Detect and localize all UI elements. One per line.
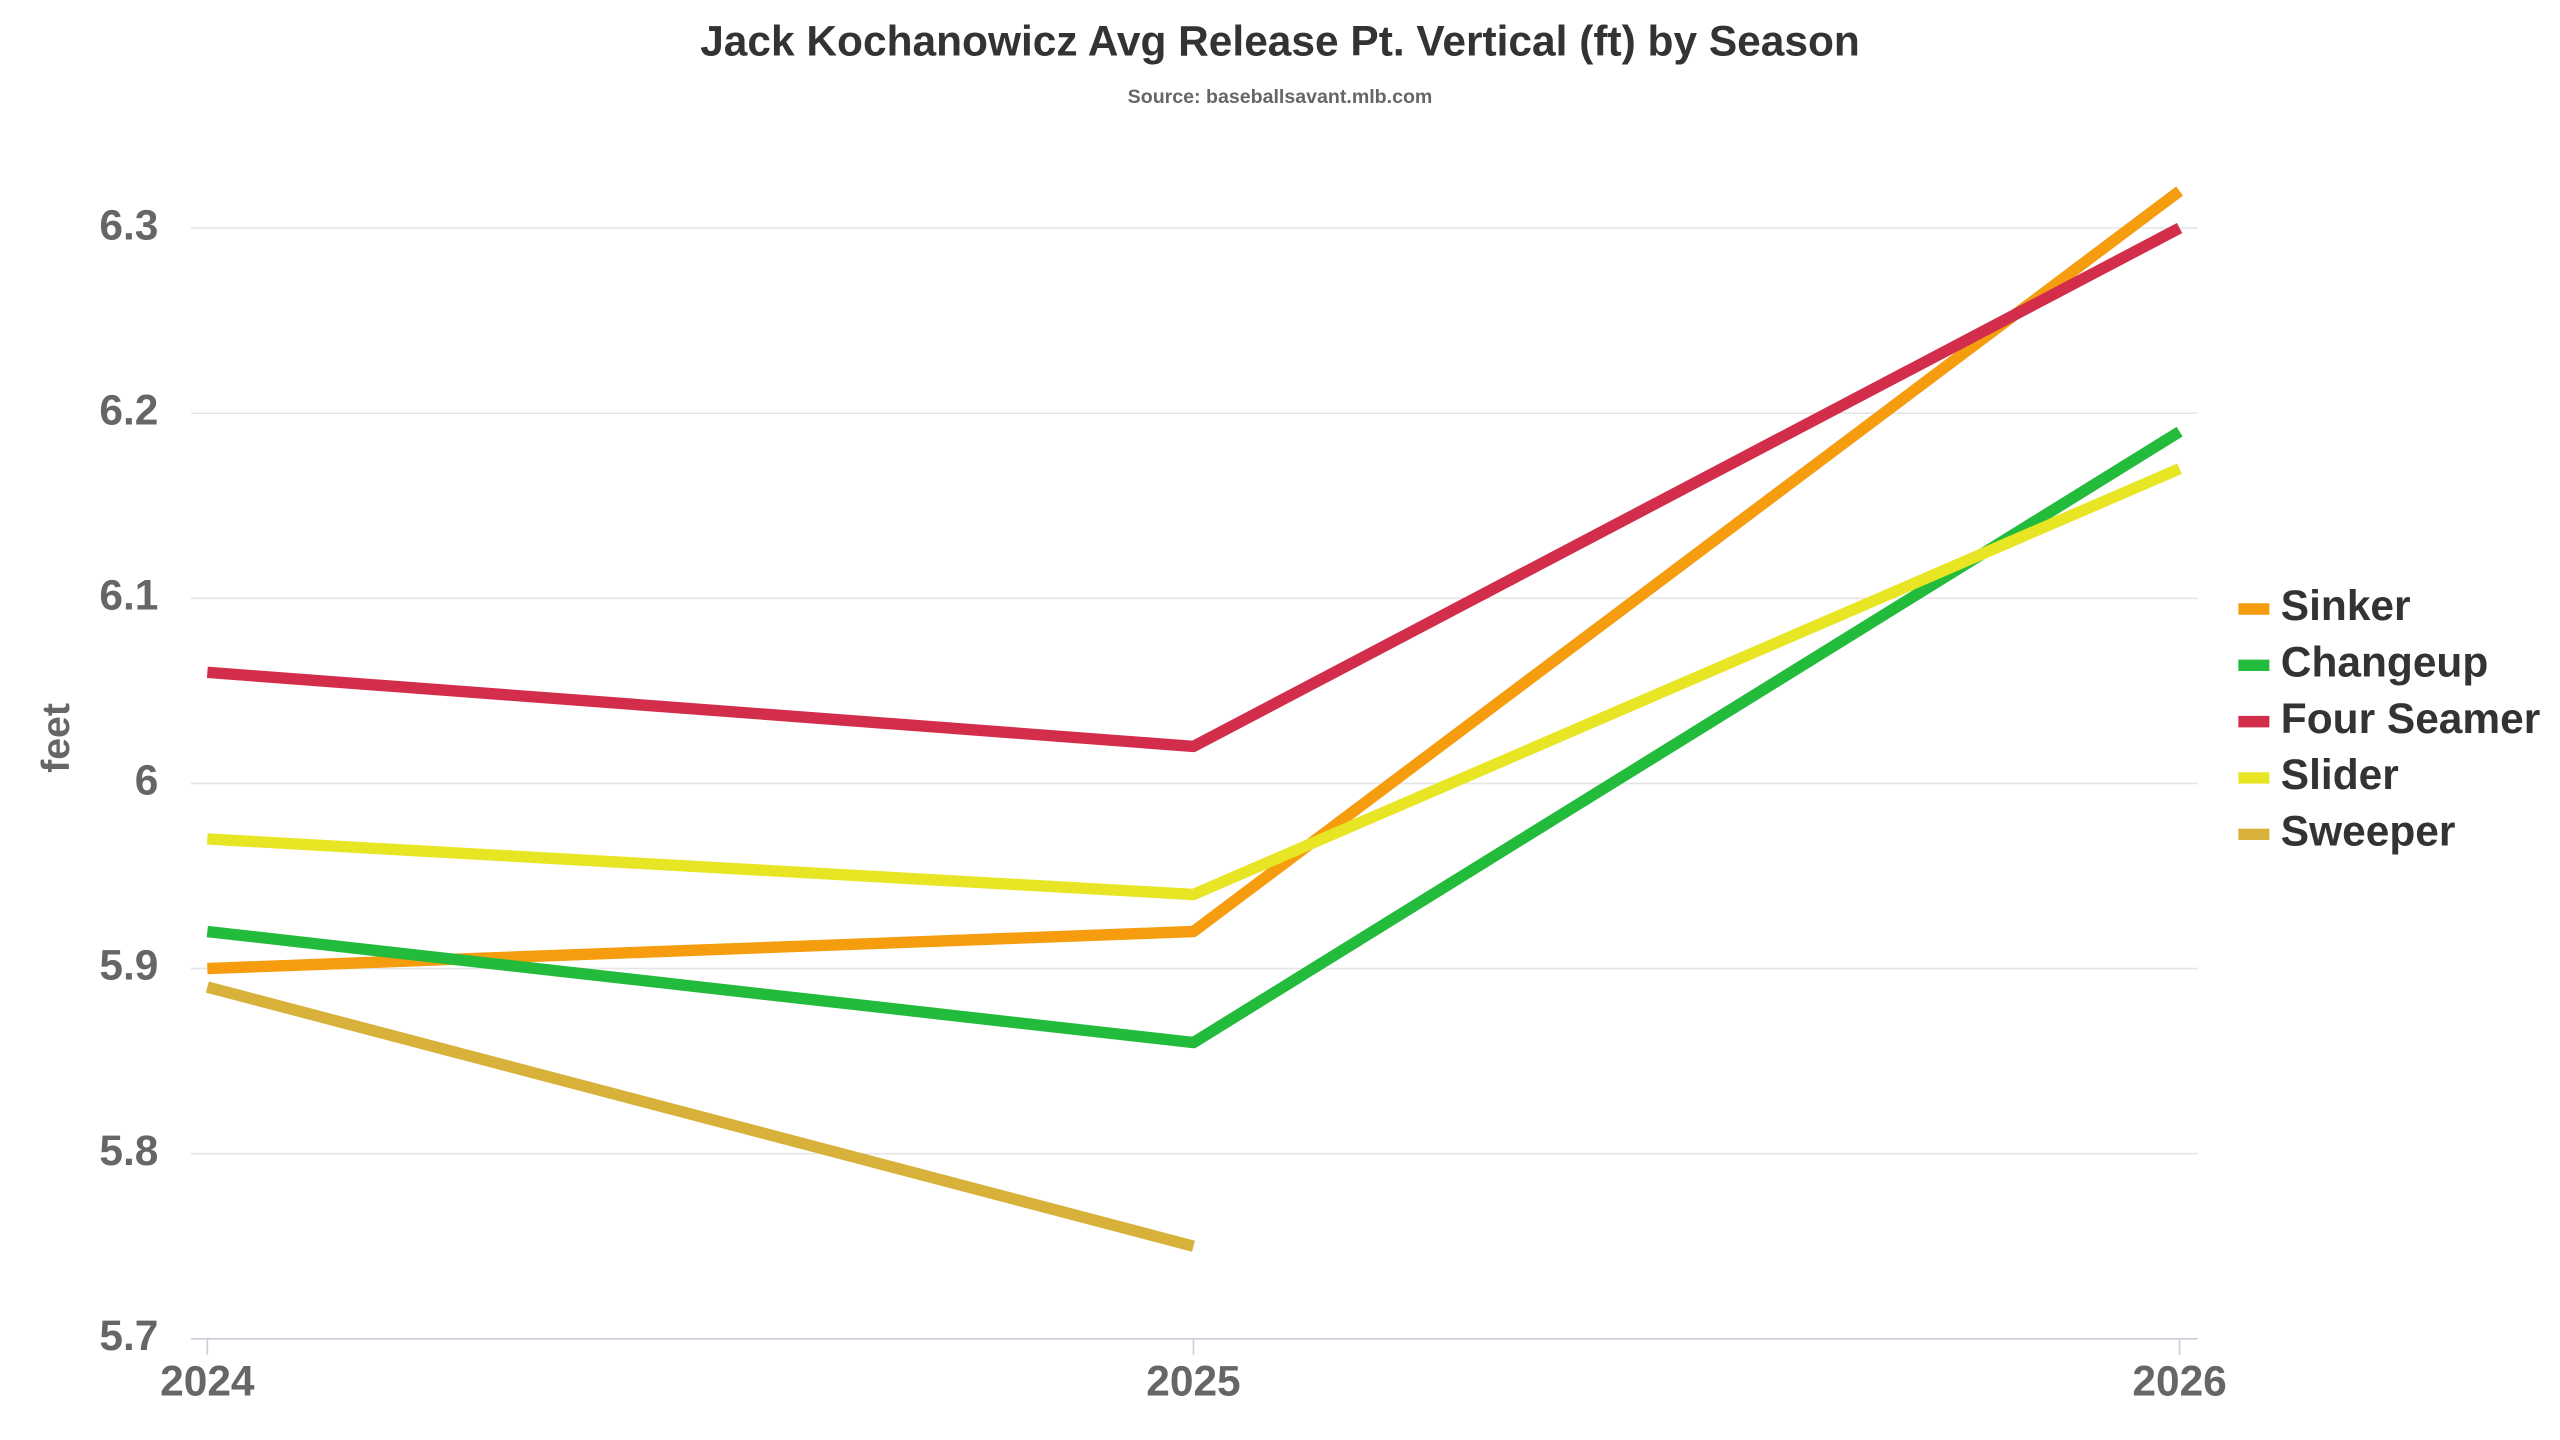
y-tick-label: 5.8	[99, 1127, 158, 1174]
series-line	[207, 463, 2182, 901]
x-tick-label: 2024	[160, 1358, 255, 1405]
legend-label: Sweeper	[2281, 808, 2456, 855]
series-line	[207, 186, 2184, 975]
x-tick-label: 2025	[1146, 1358, 1240, 1405]
series-line	[206, 223, 2183, 753]
y-tick-label: 6	[135, 757, 159, 804]
y-tick-label: 5.7	[99, 1312, 158, 1359]
x-tick-label: 2026	[2132, 1358, 2226, 1405]
series-line	[205, 981, 1195, 1252]
legend-label: Sinker	[2281, 582, 2411, 629]
chart-title: Jack Kochanowicz Avg Release Pt. Vertica…	[700, 17, 1860, 64]
legend-label: Slider	[2281, 751, 2399, 798]
y-tick-label: 6.1	[99, 572, 158, 619]
y-axis-label: feet	[35, 703, 78, 773]
y-tick-label: 6.3	[99, 201, 158, 248]
legend-label: Four Seamer	[2281, 695, 2540, 742]
y-tick-label: 6.2	[99, 386, 158, 433]
y-tick-label: 5.9	[99, 942, 158, 989]
series-line	[206, 426, 2183, 1049]
chart-subtitle: Source: baseballsavant.mlb.com	[1128, 86, 1433, 108]
legend-label: Changeup	[2281, 639, 2488, 686]
